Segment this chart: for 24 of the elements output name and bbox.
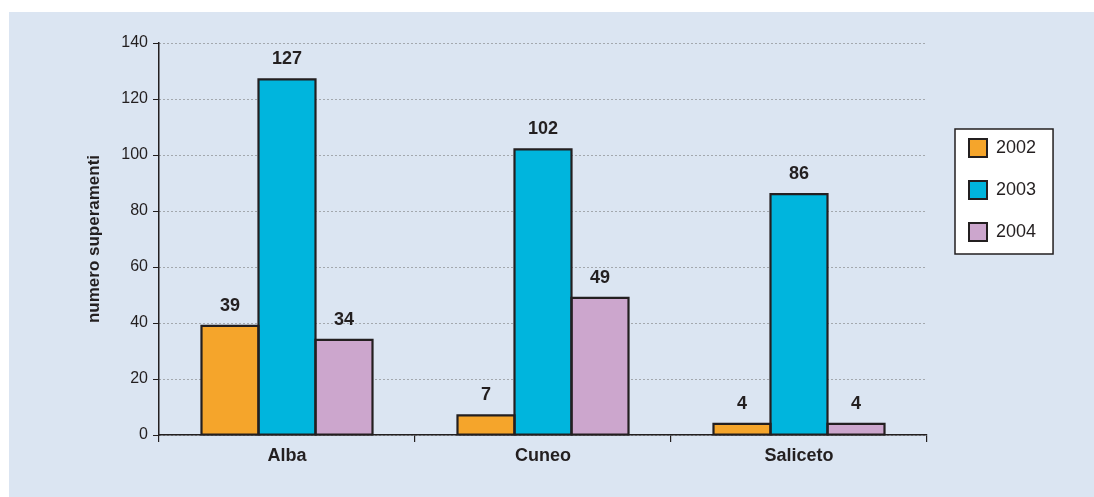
x-tick-label: Alba: [267, 444, 308, 465]
legend-label: 2002: [996, 136, 1037, 157]
y-tick-label: 140: [121, 33, 149, 51]
data-label: 127: [271, 48, 303, 69]
data-label: 102: [527, 118, 559, 139]
y-tick-label: 100: [121, 145, 149, 163]
data-label: 4: [850, 392, 862, 413]
data-label: 4: [736, 392, 748, 413]
data-label: 49: [589, 266, 611, 287]
legend-label: 2004: [996, 220, 1037, 241]
y-tick-label: 20: [130, 369, 149, 387]
y-tick-label: 80: [130, 201, 149, 219]
y-tick-label: 0: [139, 425, 149, 443]
legend-label: 2003: [996, 178, 1037, 199]
x-tick-label: Cuneo: [515, 444, 571, 465]
x-tick-label: Saliceto: [764, 444, 834, 465]
y-tick-label: 120: [121, 89, 149, 107]
y-axis-title: numero superamenti: [83, 154, 103, 324]
data-label: 39: [219, 294, 241, 315]
y-tick-label: 40: [130, 313, 149, 331]
data-label: 7: [480, 384, 492, 405]
y-tick-label: 60: [130, 257, 149, 275]
data-label: 34: [333, 308, 355, 329]
data-label: 86: [788, 163, 810, 184]
